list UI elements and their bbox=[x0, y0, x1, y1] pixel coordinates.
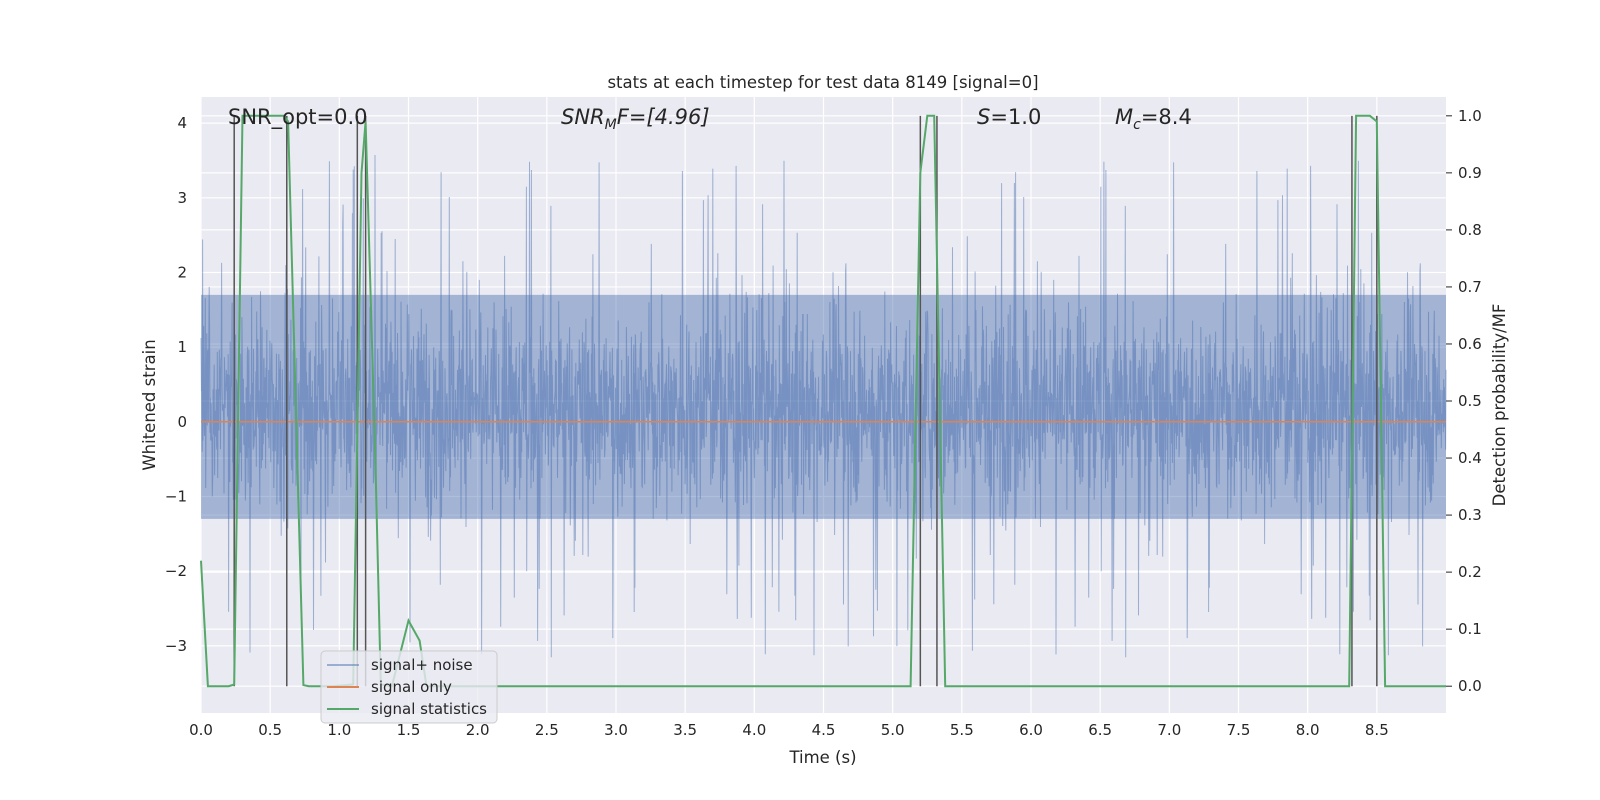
y-tick-label: 4 bbox=[177, 114, 187, 132]
x-tick-label: 1.0 bbox=[327, 721, 351, 739]
x-tick-label: 7.0 bbox=[1157, 721, 1181, 739]
chart-title: stats at each timestep for test data 814… bbox=[607, 73, 1038, 92]
legend-label-signal-noise: signal+ noise bbox=[371, 656, 473, 674]
y2-tick-label: 0.6 bbox=[1458, 335, 1482, 353]
x-tick-label: 7.5 bbox=[1227, 721, 1251, 739]
x-tick-label: 0.5 bbox=[258, 721, 282, 739]
y-tick-label: 3 bbox=[177, 189, 187, 207]
x-tick-label: 8.0 bbox=[1296, 721, 1320, 739]
x-tick-label: 4.5 bbox=[812, 721, 836, 739]
y2-axis-label: Detection probability/MF bbox=[1490, 304, 1509, 507]
y-tick-label: 2 bbox=[177, 263, 187, 281]
x-tick-label: 3.5 bbox=[673, 721, 697, 739]
y2-tick-label: 0.5 bbox=[1458, 392, 1482, 410]
y2-tick-label: 0.7 bbox=[1458, 278, 1482, 296]
y-tick-label: 0 bbox=[177, 413, 187, 431]
y2-tick-label: 0.2 bbox=[1458, 563, 1482, 581]
x-tick-label: 3.0 bbox=[604, 721, 628, 739]
annotation-s: S=1.0 bbox=[977, 105, 1041, 129]
x-tick-label: 0.0 bbox=[189, 721, 213, 739]
x-tick-label: 5.0 bbox=[881, 721, 905, 739]
legend-box bbox=[320, 650, 498, 724]
y2-tick-label: 0.0 bbox=[1458, 677, 1482, 695]
annotation-snr-opt: SNR_opt=0.0 bbox=[228, 105, 368, 130]
y2-tick-label: 0.9 bbox=[1458, 164, 1482, 182]
x-tick-label: 6.0 bbox=[1019, 721, 1043, 739]
legend-label-signal-only: signal only bbox=[371, 678, 452, 696]
y2-tick-label: 0.3 bbox=[1458, 506, 1482, 524]
y-tick-label: −3 bbox=[165, 637, 187, 655]
x-tick-label: 5.5 bbox=[950, 721, 974, 739]
x-tick-label: 4.0 bbox=[742, 721, 766, 739]
annotation-snr-mf: SNRMF=[4.96] bbox=[561, 105, 710, 133]
x-axis-ticks: 0.0 0.5 1.0 1.5 2.0 2.5 3.0 3.5 4.0 4.5 5.0 5.5 6.0 6… bbox=[189, 721, 1389, 739]
series-signal-noise bbox=[200, 154, 1447, 658]
y2-tick-label: 0.1 bbox=[1458, 620, 1482, 638]
legend: signal+ noise signal only signal statist… bbox=[320, 650, 498, 724]
y-tick-label: −2 bbox=[165, 562, 187, 580]
y-axis-ticks: 4 3 2 1 0 −1 −2 −3 bbox=[165, 114, 187, 655]
x-tick-label: 1.5 bbox=[397, 721, 421, 739]
y2-axis-ticks: 1.0 0.9 0.8 0.7 0.6 0.5 0.4 0.3 0.2 0.1 0.0 bbox=[1446, 107, 1482, 695]
y-tick-label: −1 bbox=[165, 487, 187, 505]
x-axis-label: Time (s) bbox=[788, 748, 856, 767]
noise-trace bbox=[200, 154, 1447, 658]
y2-tick-label: 0.4 bbox=[1458, 449, 1482, 467]
x-tick-label: 2.5 bbox=[535, 721, 559, 739]
x-tick-label: 8.5 bbox=[1365, 721, 1389, 739]
x-tick-label: 6.5 bbox=[1088, 721, 1112, 739]
annotation-mc: Mc=8.4 bbox=[1115, 105, 1192, 133]
legend-label-signal-statistics: signal statistics bbox=[371, 700, 487, 718]
y-tick-label: 1 bbox=[177, 338, 187, 356]
y-axis-label: Whitened strain bbox=[140, 339, 159, 470]
x-tick-label: 2.0 bbox=[466, 721, 490, 739]
y2-tick-label: 1.0 bbox=[1458, 107, 1482, 125]
y2-tick-label: 0.8 bbox=[1458, 221, 1482, 239]
